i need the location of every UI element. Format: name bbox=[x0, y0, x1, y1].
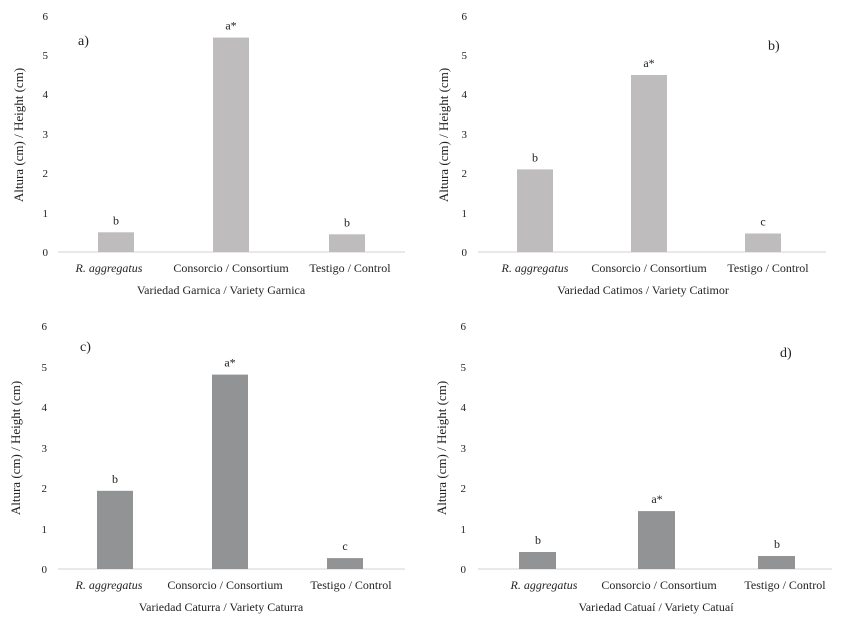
bar-consortium bbox=[631, 75, 667, 252]
y-tick-label: 1 bbox=[462, 208, 468, 220]
y-tick-label: 0 bbox=[461, 564, 467, 576]
bar-consortium bbox=[638, 511, 675, 569]
bar-r-aggregatus bbox=[98, 232, 134, 252]
category-label: Consorcio / Consortium bbox=[601, 578, 717, 592]
y-tick-label: 3 bbox=[461, 443, 467, 455]
panel-label: b) bbox=[768, 39, 780, 54]
significance-label: a* bbox=[643, 56, 654, 70]
category-label: Consorcio / Consortium bbox=[591, 261, 707, 275]
y-tick-labels: 0 1 2 3 4 5 6 bbox=[462, 11, 468, 259]
y-tick-label: 0 bbox=[42, 564, 48, 576]
category-label: R. aggregatus bbox=[75, 578, 143, 592]
bar-control bbox=[329, 234, 365, 252]
bar-control bbox=[745, 233, 781, 252]
significance-label: b bbox=[344, 215, 350, 229]
panel-label: a) bbox=[78, 34, 89, 49]
category-label: Testigo / Control bbox=[727, 261, 809, 275]
y-tick-label: 4 bbox=[462, 89, 468, 101]
significance-label: c bbox=[760, 215, 765, 229]
significance-label: b bbox=[535, 533, 541, 547]
y-tick-label: 0 bbox=[462, 247, 468, 259]
chart-panel-b: Altura (cm) / Height (cm) 0 1 2 3 4 5 6 … bbox=[436, 11, 826, 297]
y-tick-label: 3 bbox=[462, 129, 468, 141]
significance-label: c bbox=[342, 539, 347, 553]
y-tick-labels: 0 1 2 3 4 5 6 bbox=[43, 11, 49, 259]
significance-label: b bbox=[113, 213, 119, 227]
category-label: Testigo / Control bbox=[309, 261, 391, 275]
significance-label: a* bbox=[651, 492, 662, 506]
y-tick-label: 2 bbox=[42, 483, 48, 495]
y-tick-label: 2 bbox=[462, 168, 468, 180]
y-axis-label: Altura (cm) / Height (cm) bbox=[436, 68, 451, 202]
y-tick-label: 6 bbox=[43, 11, 49, 23]
category-label: Testigo / Control bbox=[310, 578, 392, 592]
y-tick-label: 6 bbox=[461, 321, 467, 333]
y-tick-label: 2 bbox=[461, 483, 467, 495]
y-axis-label: Altura (cm) / Height (cm) bbox=[434, 381, 449, 515]
y-tick-labels: 0 1 2 3 4 5 6 bbox=[42, 321, 48, 576]
category-label: R. aggregatus bbox=[75, 261, 143, 275]
bar-r-aggregatus bbox=[519, 552, 556, 569]
y-tick-label: 4 bbox=[42, 402, 48, 414]
category-label: R. aggregatus bbox=[510, 578, 578, 592]
y-tick-label: 6 bbox=[42, 321, 48, 333]
y-axis-label: Altura (cm) / Height (cm) bbox=[11, 68, 26, 202]
significance-label: a* bbox=[225, 19, 236, 33]
y-tick-label: 5 bbox=[43, 50, 49, 62]
y-tick-label: 3 bbox=[42, 443, 48, 455]
y-tick-label: 6 bbox=[462, 11, 468, 23]
bar-consortium bbox=[212, 374, 248, 569]
y-tick-label: 2 bbox=[43, 168, 49, 180]
y-tick-label: 1 bbox=[43, 208, 49, 220]
y-tick-label: 5 bbox=[42, 362, 48, 374]
y-tick-label: 4 bbox=[43, 89, 49, 101]
category-label: Testigo / Control bbox=[744, 578, 826, 592]
y-tick-label: 5 bbox=[462, 50, 468, 62]
significance-label: b bbox=[774, 537, 780, 551]
bar-consortium bbox=[213, 37, 249, 252]
y-tick-label: 4 bbox=[461, 402, 467, 414]
significance-label: a* bbox=[224, 356, 235, 370]
significance-label: b bbox=[532, 150, 538, 164]
y-tick-label: 3 bbox=[43, 129, 49, 141]
y-tick-label: 1 bbox=[461, 524, 467, 536]
bar-r-aggregatus bbox=[97, 490, 133, 569]
category-label: Consorcio / Consortium bbox=[173, 261, 289, 275]
bar-control bbox=[327, 558, 363, 569]
bar-r-aggregatus bbox=[517, 169, 553, 252]
panel-label: d) bbox=[780, 346, 792, 361]
y-axis-label: Altura (cm) / Height (cm) bbox=[8, 381, 23, 515]
category-label: Consorcio / Consortium bbox=[167, 578, 283, 592]
x-axis-label: Variedad Garnica / Variety Garnica bbox=[137, 283, 306, 297]
category-label: R. aggregatus bbox=[501, 261, 569, 275]
x-axis-label: Variedad Catuaí / Variety Catuaí bbox=[578, 600, 734, 614]
bar-control bbox=[758, 556, 795, 569]
x-axis-label: Variedad Caturra / Variety Caturra bbox=[139, 600, 304, 614]
y-tick-label: 0 bbox=[43, 247, 49, 259]
y-tick-label: 1 bbox=[42, 524, 48, 536]
chart-panel-d: Altura (cm) / Height (cm) 0 1 2 3 4 5 6 … bbox=[434, 321, 832, 614]
chart-panel-a: Altura (cm) / Height (cm) 0 1 2 3 4 5 6 … bbox=[11, 11, 405, 297]
y-tick-labels: 0 1 2 3 4 5 6 bbox=[461, 321, 467, 576]
significance-label: b bbox=[112, 472, 118, 486]
y-tick-label: 5 bbox=[461, 362, 467, 374]
panel-label: c) bbox=[80, 340, 91, 355]
chart-panel-c: Altura (cm) / Height (cm) 0 1 2 3 4 5 6 … bbox=[8, 321, 405, 614]
x-axis-label: Variedad Catimos / Variety Catimor bbox=[557, 283, 729, 297]
